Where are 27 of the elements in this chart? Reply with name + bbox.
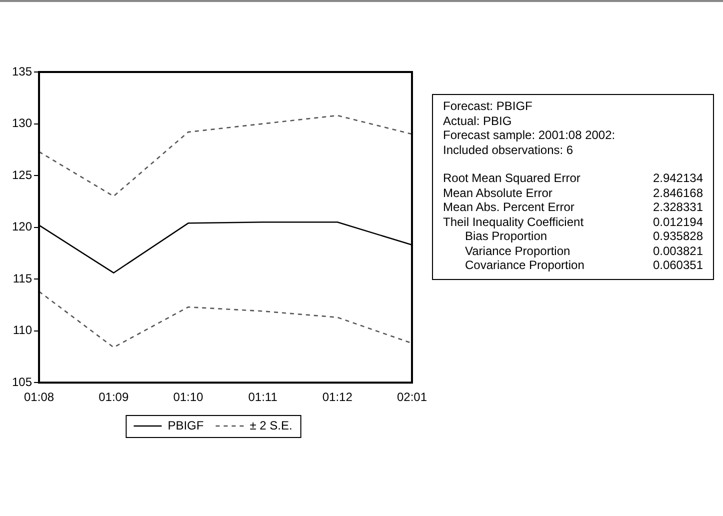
y-tick-label: 125 [12,168,32,182]
legend-label: ± 2 S.E. [250,418,292,432]
text: Actual: PBIG [443,114,513,128]
y-tick-label: 110 [12,323,32,338]
text: Theil Inequality Coefficient 0.012194 [443,214,703,228]
text: Forecast sample: 2001:08 2002: [443,128,616,142]
text: Root Mean Squared Error 2.942134 [443,171,703,185]
x-tick-label: 01:12 [322,390,353,404]
text: Mean Abs. Percent Error 2.328331 [443,200,703,214]
x-tick-label: 01:10 [173,390,204,404]
text: Bias Proportion 0.935828 [465,229,703,243]
text: Mean Absolute Error 2.846168 [443,186,703,200]
legend-label: PBIGF [168,418,204,432]
text: Covariance Proportion 0.060351 [465,258,703,272]
y-tick-label: 130 [12,116,32,130]
text: Included observations: 6 [443,142,574,157]
x-tick-label: 01:08 [24,390,54,404]
x-tick-label: 01:09 [98,390,129,404]
line-series [38,114,413,197]
y-tick-label: 120 [12,220,32,234]
y-tick-label: 135 [12,64,32,78]
y-tick-label: 115 [12,271,32,286]
text: Forecast: PBIGF [443,99,534,114]
x-tick-label: 01:11 [248,390,278,404]
y-tick-label: 105 [12,374,32,389]
x-tick-label: 02:01 [396,390,428,404]
text: Variance Proportion 0.003821 [465,244,703,258]
